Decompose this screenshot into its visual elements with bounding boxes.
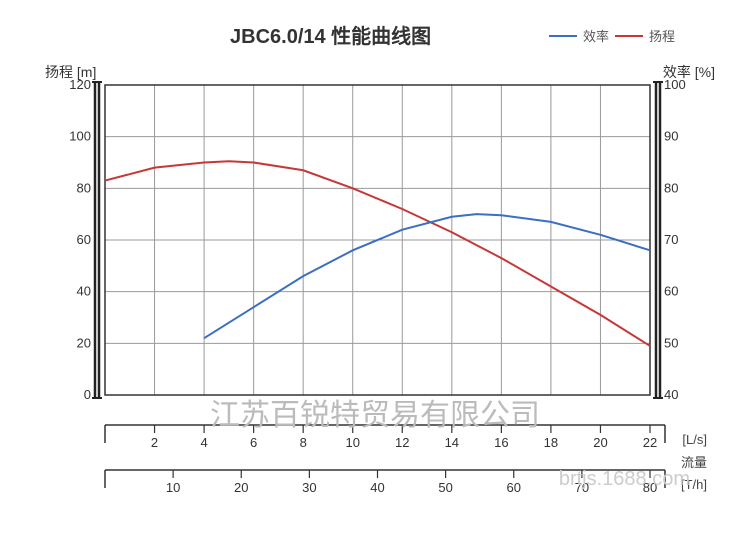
svg-text:40: 40 [664, 387, 678, 402]
svg-text:100: 100 [664, 77, 686, 92]
svg-text:20: 20 [234, 480, 248, 495]
svg-text:90: 90 [664, 129, 678, 144]
svg-text:20: 20 [593, 435, 607, 450]
chart-svg: 0 20 40 60 80 100 120 40 50 60 70 80 90 100 2 4 6 8 10 12 14… [0, 0, 750, 535]
svg-text:0: 0 [84, 387, 91, 402]
svg-text:50: 50 [664, 335, 678, 350]
series-head [105, 161, 650, 346]
svg-text:100: 100 [69, 129, 91, 144]
svg-text:10: 10 [345, 435, 359, 450]
svg-text:60: 60 [664, 284, 678, 299]
svg-text:60: 60 [507, 480, 521, 495]
svg-text:8: 8 [300, 435, 307, 450]
svg-text:60: 60 [77, 232, 91, 247]
svg-text:50: 50 [438, 480, 452, 495]
svg-text:30: 30 [302, 480, 316, 495]
svg-text:16: 16 [494, 435, 508, 450]
svg-text:14: 14 [445, 435, 459, 450]
x-unit-th: [T/h] [681, 477, 707, 492]
svg-text:120: 120 [69, 77, 91, 92]
svg-text:70: 70 [575, 480, 589, 495]
svg-text:40: 40 [370, 480, 384, 495]
svg-text:20: 20 [77, 335, 91, 350]
svg-text:70: 70 [664, 232, 678, 247]
svg-text:40: 40 [77, 284, 91, 299]
flow-label: 流量 [681, 452, 707, 471]
svg-text:12: 12 [395, 435, 409, 450]
svg-text:22: 22 [643, 435, 657, 450]
svg-text:6: 6 [250, 435, 257, 450]
series-efficiency [204, 214, 650, 338]
svg-text:2: 2 [151, 435, 158, 450]
svg-text:80: 80 [664, 180, 678, 195]
svg-text:18: 18 [544, 435, 558, 450]
svg-text:80: 80 [643, 480, 657, 495]
svg-text:80: 80 [77, 180, 91, 195]
svg-text:4: 4 [200, 435, 207, 450]
svg-text:10: 10 [166, 480, 180, 495]
x-unit-ls: [L/s] [682, 432, 707, 447]
